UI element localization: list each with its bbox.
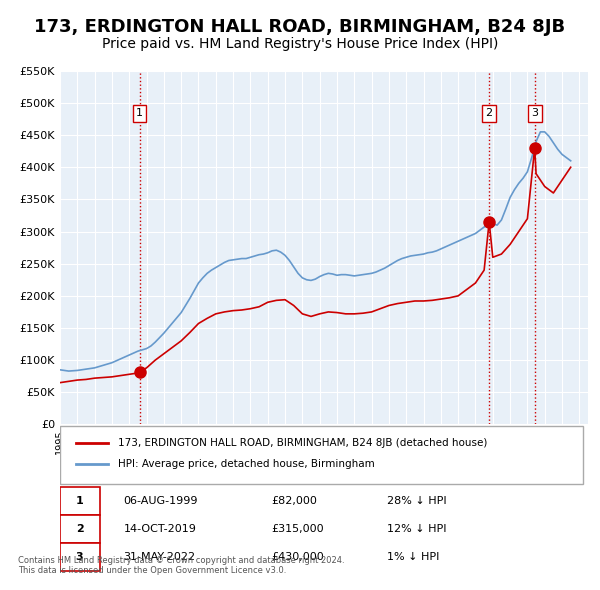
Text: 3: 3	[531, 108, 538, 118]
Text: £430,000: £430,000	[271, 552, 324, 562]
Text: £315,000: £315,000	[271, 524, 324, 534]
Text: 28% ↓ HPI: 28% ↓ HPI	[388, 496, 447, 506]
FancyBboxPatch shape	[60, 515, 100, 543]
Text: 1: 1	[76, 496, 83, 506]
FancyBboxPatch shape	[60, 426, 583, 484]
Text: 2: 2	[485, 108, 493, 118]
FancyBboxPatch shape	[60, 543, 100, 571]
Text: £82,000: £82,000	[271, 496, 317, 506]
Text: 1% ↓ HPI: 1% ↓ HPI	[388, 552, 440, 562]
Text: 173, ERDINGTON HALL ROAD, BIRMINGHAM, B24 8JB (detached house): 173, ERDINGTON HALL ROAD, BIRMINGHAM, B2…	[118, 438, 487, 448]
Text: 06-AUG-1999: 06-AUG-1999	[124, 496, 198, 506]
Text: 2: 2	[76, 524, 83, 534]
Text: Contains HM Land Registry data © Crown copyright and database right 2024.
This d: Contains HM Land Registry data © Crown c…	[18, 556, 344, 575]
Text: 14-OCT-2019: 14-OCT-2019	[124, 524, 196, 534]
Text: 1: 1	[136, 108, 143, 118]
Text: HPI: Average price, detached house, Birmingham: HPI: Average price, detached house, Birm…	[118, 460, 375, 470]
Text: 12% ↓ HPI: 12% ↓ HPI	[388, 524, 447, 534]
FancyBboxPatch shape	[60, 487, 100, 515]
Text: Price paid vs. HM Land Registry's House Price Index (HPI): Price paid vs. HM Land Registry's House …	[102, 37, 498, 51]
Text: 173, ERDINGTON HALL ROAD, BIRMINGHAM, B24 8JB: 173, ERDINGTON HALL ROAD, BIRMINGHAM, B2…	[34, 18, 566, 35]
Text: 31-MAY-2022: 31-MAY-2022	[124, 552, 196, 562]
Text: 3: 3	[76, 552, 83, 562]
